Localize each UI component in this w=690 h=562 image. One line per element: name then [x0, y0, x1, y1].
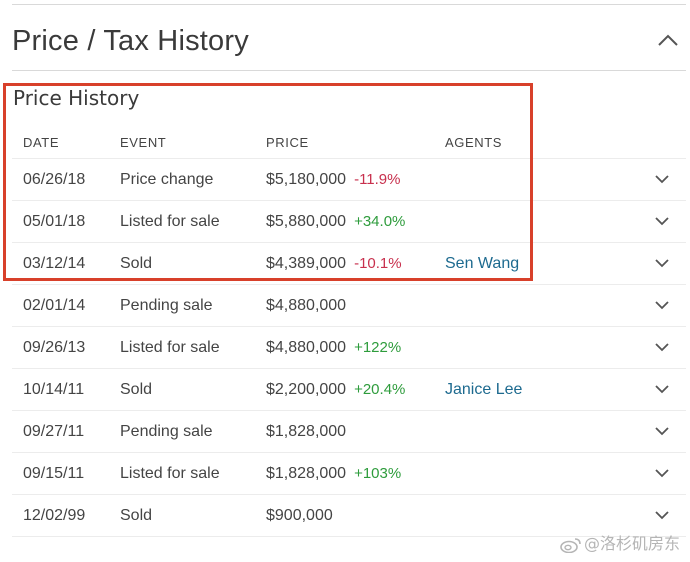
- row-price-cell: $4,880,000 +122%: [266, 339, 401, 357]
- row-price: $1,828,000: [266, 423, 347, 440]
- row-date: 09/26/13: [23, 339, 86, 356]
- table-header: DATE EVENT PRICE AGENTS: [12, 128, 686, 159]
- row-price-change: -10.1%: [354, 255, 402, 272]
- row-price-cell: $1,828,000 +103%: [266, 465, 401, 483]
- row-price-cell: $2,200,000 +20.4%: [266, 381, 405, 399]
- row-date: 06/26/18: [23, 171, 86, 188]
- table-row[interactable]: 05/01/18 Listed for sale $5,880,000 +34.0%: [12, 201, 686, 243]
- chevron-down-icon[interactable]: [654, 299, 670, 311]
- row-price: $5,180,000: [266, 171, 347, 188]
- chevron-down-icon[interactable]: [654, 467, 670, 479]
- row-date: 09/15/11: [23, 465, 85, 482]
- row-event: Listed for sale: [120, 465, 220, 482]
- row-event: Sold: [120, 507, 153, 524]
- chevron-down-icon[interactable]: [654, 509, 670, 521]
- column-header-price: PRICE: [266, 135, 309, 150]
- chevron-down-icon[interactable]: [654, 257, 670, 269]
- row-price-change: -11.9%: [354, 171, 401, 188]
- row-price-cell: $5,180,000 -11.9%: [266, 171, 401, 189]
- watermark: @洛杉矶房东: [560, 530, 680, 554]
- row-date: 02/01/14: [23, 297, 86, 314]
- watermark-text: @洛杉矶房东: [583, 534, 680, 553]
- row-price: $4,880,000: [266, 297, 347, 314]
- row-price: $1,828,000: [266, 465, 347, 482]
- row-price-cell: $1,828,000: [266, 423, 346, 441]
- row-date: 05/01/18: [23, 213, 86, 230]
- row-price-cell: $4,880,000: [266, 297, 346, 315]
- row-agent-link[interactable]: Janice Lee: [445, 381, 523, 398]
- row-price-cell: $4,389,000 -10.1%: [266, 255, 402, 273]
- table-row[interactable]: 06/26/18 Price change $5,180,000 -11.9%: [12, 159, 686, 201]
- row-date: 09/27/11: [23, 423, 85, 440]
- table-row[interactable]: 09/15/11 Listed for sale $1,828,000 +103%: [12, 453, 686, 495]
- row-date: 03/12/14: [23, 255, 86, 272]
- column-header-agents: AGENTS: [445, 135, 503, 150]
- row-event: Sold: [120, 255, 153, 272]
- column-header-date: DATE: [23, 135, 60, 150]
- price-tax-history-header[interactable]: Price / Tax History: [0, 5, 690, 70]
- chevron-down-icon[interactable]: [654, 341, 670, 353]
- section-title: Price / Tax History: [12, 25, 249, 57]
- chevron-up-icon[interactable]: [656, 29, 680, 53]
- row-price: $4,880,000: [266, 339, 347, 356]
- row-price-change: +103%: [354, 465, 402, 482]
- chevron-down-icon[interactable]: [654, 383, 670, 395]
- table-row[interactable]: 09/26/13 Listed for sale $4,880,000 +122%: [12, 327, 686, 369]
- row-price: $4,389,000: [266, 255, 347, 272]
- row-price: $900,000: [266, 507, 333, 524]
- row-event: Sold: [120, 381, 153, 398]
- row-agent-link[interactable]: Sen Wang: [445, 255, 520, 272]
- row-price: $5,880,000: [266, 213, 347, 230]
- row-price-change: +122%: [354, 339, 402, 356]
- chevron-down-icon[interactable]: [654, 215, 670, 227]
- row-event: Listed for sale: [120, 213, 220, 230]
- price-history-table: DATE EVENT PRICE AGENTS 06/26/18 Price ch…: [12, 128, 686, 537]
- row-date: 12/02/99: [23, 507, 86, 524]
- row-price-cell: $900,000: [266, 507, 333, 525]
- row-price-change: +34.0%: [354, 213, 406, 230]
- top-divider: [12, 4, 686, 5]
- chevron-down-icon[interactable]: [654, 173, 670, 185]
- row-event: Price change: [120, 171, 214, 188]
- table-row[interactable]: 02/01/14 Pending sale $4,880,000: [12, 285, 686, 327]
- row-date: 10/14/11: [23, 381, 85, 398]
- weibo-logo-icon: [560, 537, 581, 553]
- table-row[interactable]: 03/12/14 Sold $4,389,000 -10.1% Sen Wang: [12, 243, 686, 285]
- row-price-change: +20.4%: [354, 381, 406, 398]
- row-price-cell: $5,880,000 +34.0%: [266, 213, 405, 231]
- row-event: Pending sale: [120, 423, 213, 440]
- row-event: Pending sale: [120, 297, 213, 314]
- table-row[interactable]: 09/27/11 Pending sale $1,828,000: [12, 411, 686, 453]
- header-divider: [12, 70, 686, 71]
- row-event: Listed for sale: [120, 339, 220, 356]
- chevron-down-icon[interactable]: [654, 425, 670, 437]
- row-price: $2,200,000: [266, 381, 347, 398]
- price-history-title: Price History: [13, 86, 140, 110]
- table-row[interactable]: 12/02/99 Sold $900,000: [12, 495, 686, 537]
- column-header-event: EVENT: [120, 135, 167, 150]
- table-row[interactable]: 10/14/11 Sold $2,200,000 +20.4% Janice Lee: [12, 369, 686, 411]
